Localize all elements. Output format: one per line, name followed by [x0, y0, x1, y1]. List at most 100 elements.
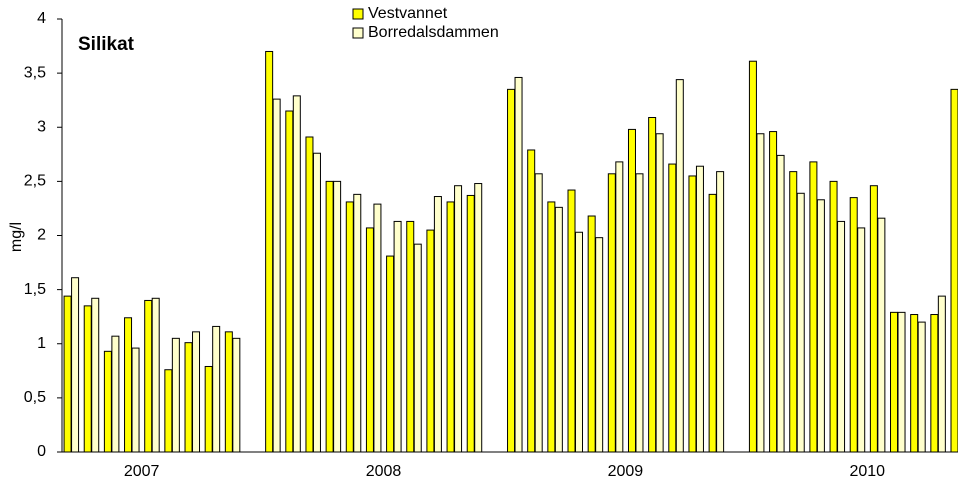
bar: [877, 217, 886, 452]
bar: [466, 194, 475, 452]
bar: [716, 171, 725, 452]
bar: [413, 243, 422, 452]
bar: [433, 196, 442, 452]
bar: [103, 350, 112, 452]
bar: [164, 369, 173, 452]
bar: [769, 131, 778, 452]
bar: [111, 335, 120, 452]
bar: [192, 331, 201, 452]
bar: [675, 79, 684, 452]
bar: [695, 165, 704, 452]
bar: [426, 229, 435, 452]
bar: [91, 297, 100, 452]
bar: [708, 193, 717, 452]
bar: [345, 201, 354, 452]
bar: [890, 311, 899, 452]
bar: [265, 50, 274, 452]
bar: [83, 305, 92, 452]
bar: [897, 311, 906, 452]
bar: [144, 299, 153, 452]
bar: [325, 180, 334, 452]
bar: [567, 189, 576, 452]
x-group-label: 2010: [849, 463, 885, 480]
bar: [607, 173, 616, 452]
plot-area: [63, 50, 958, 452]
bar: [575, 231, 584, 452]
bar: [849, 197, 858, 452]
bar: [829, 180, 838, 452]
bar: [917, 321, 926, 452]
y-tick-label: 3,5: [24, 64, 46, 81]
legend-swatch: [352, 8, 364, 20]
bar: [285, 110, 294, 452]
bar: [668, 163, 677, 452]
bar: [151, 297, 160, 452]
y-tick-label: 4: [37, 10, 46, 27]
bar: [446, 201, 455, 452]
bar: [393, 220, 402, 452]
bar: [627, 128, 636, 452]
bar: [71, 277, 80, 452]
bar: [63, 295, 72, 452]
y-tick-label: 1,5: [24, 281, 46, 298]
legend-label: Borredalsdammen: [368, 24, 499, 41]
bar: [648, 117, 657, 452]
bar: [365, 227, 374, 452]
bar: [386, 255, 395, 452]
bar: [454, 185, 463, 452]
bar: [776, 154, 785, 452]
bar: [212, 325, 221, 452]
x-group-label: 2009: [608, 463, 644, 480]
bar: [527, 149, 536, 452]
bar: [816, 199, 825, 452]
bar: [171, 337, 180, 452]
bar: [688, 175, 697, 452]
bar: [595, 237, 604, 452]
bar: [312, 152, 321, 452]
bar: [857, 227, 866, 452]
bar: [655, 133, 664, 452]
bar: [748, 60, 757, 452]
bar: [514, 76, 523, 452]
bar: [232, 337, 241, 452]
bar: [305, 136, 314, 452]
bar: [789, 171, 798, 452]
bar: [796, 192, 805, 452]
bar: [534, 173, 543, 452]
y-tick-label: 0: [37, 443, 46, 460]
bar: [204, 365, 213, 452]
bar: [554, 206, 563, 452]
bar: [587, 215, 596, 452]
bar: [373, 203, 382, 452]
bar: [937, 295, 946, 452]
x-group-label: 2007: [124, 463, 160, 480]
bar: [910, 314, 919, 452]
y-tick-label: 3: [37, 118, 46, 135]
legend-label: Vestvannet: [368, 5, 448, 22]
bar: [124, 317, 133, 452]
bar: [507, 88, 516, 452]
bar: [406, 220, 415, 452]
bar: [333, 180, 342, 452]
bar: [184, 342, 193, 452]
bar: [930, 314, 939, 452]
y-axis-label: mg/l: [8, 222, 25, 252]
bar: [272, 98, 281, 452]
bar: [869, 185, 878, 452]
bar: [635, 173, 644, 452]
bar: [353, 193, 362, 452]
bar: [292, 95, 301, 452]
bar: [224, 331, 233, 452]
bar: [474, 183, 483, 452]
chart-title: Silikat: [78, 34, 135, 55]
y-tick-label: 2: [37, 227, 46, 244]
y-tick-label: 0,5: [24, 389, 46, 406]
bar: [547, 201, 556, 452]
y-tick-label: 1: [37, 335, 46, 352]
bar: [950, 88, 958, 452]
bar: [837, 220, 846, 452]
x-group-label: 2008: [366, 463, 402, 480]
bar: [809, 161, 818, 452]
legend-swatch: [352, 27, 364, 39]
